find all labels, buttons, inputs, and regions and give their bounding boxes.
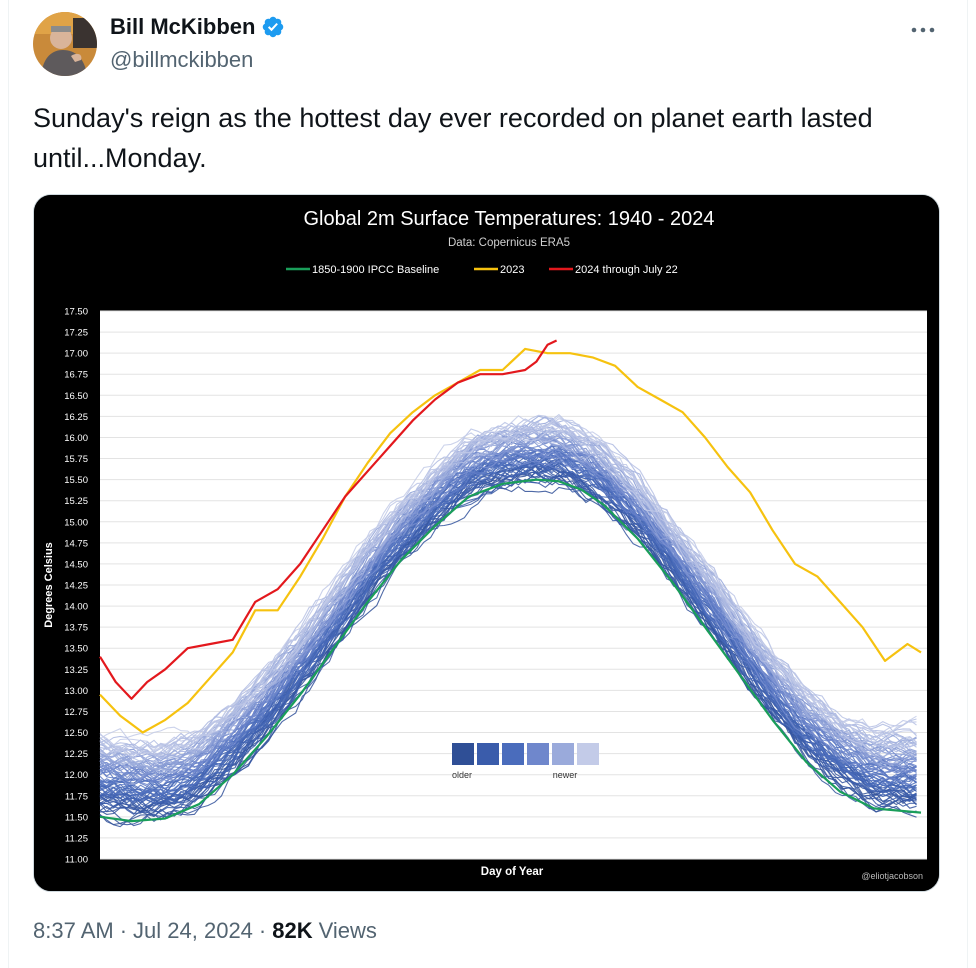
y-tick-label: 12.75	[64, 707, 88, 718]
historical-year-line	[99, 436, 917, 771]
chart-title: Global 2m Surface Temperatures: 1940 - 2…	[304, 208, 715, 230]
meta-separator: ·	[258, 918, 267, 943]
y-axis-ticks: 11.00 11.25 11.50 11.75 12.00 12.25 12.50 12.75…	[64, 307, 88, 866]
gradient-legend: older newer	[452, 743, 599, 780]
gradient-swatch	[477, 743, 499, 765]
series-line-0	[99, 478, 922, 823]
historical-year-line	[99, 452, 917, 802]
y-tick-label: 16.75	[64, 370, 88, 381]
highlighted-series	[99, 339, 922, 823]
views-count: 82K	[272, 918, 313, 943]
timeline-border-right	[967, 0, 968, 968]
historical-year-line	[99, 418, 917, 755]
y-tick-label: 15.75	[64, 454, 88, 465]
historical-year-line	[99, 426, 917, 755]
avatar-image	[33, 12, 97, 76]
historical-year-line	[99, 422, 917, 755]
historical-year-line	[99, 451, 917, 782]
y-tick-label: 11.50	[65, 812, 88, 823]
historical-series-band	[99, 413, 917, 828]
verified-badge-icon[interactable]	[261, 15, 285, 39]
legend-label: 1850-1900 IPCC Baseline	[312, 264, 439, 276]
chart-subtitle: Data: Copernicus ERA5	[448, 237, 570, 249]
tweet-time[interactable]: 8:37 AM	[33, 918, 114, 943]
y-tick-label: 14.00	[64, 602, 88, 613]
y-tick-label: 13.00	[64, 686, 88, 697]
historical-year-line	[99, 428, 917, 772]
y-tick-label: 14.75	[64, 538, 88, 549]
tweet-meta: 8:37 AM · Jul 24, 2024 · 82K Views	[33, 918, 377, 944]
chart-legend: 1850-1900 IPCC Baseline 2023 2024 through …	[286, 264, 678, 276]
historical-year-line	[99, 425, 917, 751]
series-line-1	[99, 347, 922, 734]
more-dots-icon	[911, 27, 935, 33]
y-tick-label: 16.00	[64, 433, 88, 444]
avatar[interactable]	[33, 12, 97, 76]
gradient-older-label: older	[452, 770, 472, 780]
y-tick-label: 17.25	[64, 328, 88, 339]
y-tick-label: 11.25	[65, 833, 88, 844]
author-name[interactable]: Bill McKibben	[110, 14, 256, 39]
more-options-button[interactable]	[908, 18, 938, 42]
tweet-media-image[interactable]: Global 2m Surface Temperatures: 1940 - 2…	[33, 194, 940, 892]
chart-credit: @eliotjacobson	[861, 871, 923, 881]
y-tick-label: 15.25	[64, 496, 88, 507]
legend-label: 2024 through July 22	[575, 264, 678, 276]
gradient-swatch	[577, 743, 599, 765]
y-tick-label: 13.75	[64, 623, 88, 634]
gradient-newer-label: newer	[553, 770, 578, 780]
y-tick-label: 12.25	[64, 749, 88, 760]
meta-separator: ·	[119, 918, 128, 943]
views-label: Views	[318, 918, 377, 943]
y-tick-label: 16.50	[64, 391, 88, 402]
y-tick-label: 13.50	[64, 644, 88, 655]
historical-year-line	[99, 433, 917, 753]
temperature-chart: Global 2m Surface Temperatures: 1940 - 2…	[34, 195, 939, 891]
historical-year-line	[99, 453, 917, 789]
y-tick-label: 12.50	[64, 728, 88, 739]
y-tick-label: 14.25	[64, 581, 88, 592]
y-tick-label: 11.00	[65, 855, 88, 866]
historical-year-line	[99, 462, 917, 817]
y-tick-label: 15.50	[64, 475, 88, 486]
historical-year-line	[99, 413, 917, 756]
historical-year-line	[99, 445, 917, 802]
y-axis-label: Degrees Celsius	[43, 542, 55, 628]
timeline-border-left	[8, 0, 9, 968]
gradient-swatch	[452, 743, 474, 765]
author-handle[interactable]: @billmckibben	[110, 47, 254, 72]
y-tick-label: 17.00	[64, 349, 88, 360]
gradient-swatch	[527, 743, 549, 765]
historical-year-line	[99, 415, 917, 740]
tweet-date[interactable]: Jul 24, 2024	[133, 918, 253, 943]
series-line-2	[99, 339, 558, 700]
tweet-text: Sunday's reign as the hottest day ever r…	[33, 103, 873, 173]
y-tick-label: 11.75	[65, 791, 88, 802]
y-tick-label: 16.25	[64, 412, 88, 423]
y-tick-label: 12.00	[64, 770, 88, 781]
y-tick-label: 14.50	[64, 559, 88, 570]
gradient-swatch	[502, 743, 524, 765]
x-axis-label: Day of Year	[481, 866, 544, 878]
y-tick-label: 17.50	[64, 307, 88, 318]
y-tick-label: 13.25	[64, 665, 88, 676]
gradient-swatch	[552, 743, 574, 765]
y-tick-label: 15.00	[64, 517, 88, 528]
legend-label: 2023	[500, 264, 524, 276]
